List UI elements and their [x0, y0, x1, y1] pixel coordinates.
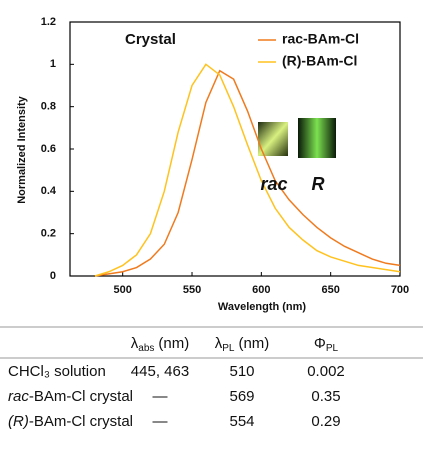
x-tick-label: 700 — [391, 284, 409, 296]
table-cell: CHCl₃ solution — [8, 363, 106, 380]
text-part: (nm) — [238, 335, 269, 352]
text-part: rac — [8, 388, 29, 405]
series-line — [94, 69, 401, 277]
table-cell: 554 — [229, 413, 254, 430]
text-part: abs — [138, 343, 154, 354]
table-cell: — — [153, 413, 168, 430]
text-part: -BAm-Cl crystal — [29, 388, 133, 405]
x-tick-label: 550 — [183, 284, 201, 296]
y-tick-label: 0.4 — [41, 185, 57, 197]
table-cell: 445, 463 — [131, 363, 189, 380]
inset-photo — [298, 118, 336, 158]
text-part: -BAm-Cl crystal — [29, 413, 133, 430]
y-axis-label: Normalized Intensity — [16, 95, 28, 203]
text-part: (nm) — [158, 335, 189, 352]
y-tick-label: 0 — [50, 270, 56, 282]
y-tick-label: 0.2 — [41, 228, 56, 240]
text-part: λ — [215, 335, 223, 352]
table-cell: 569 — [229, 388, 254, 405]
legend-label: (R)-BAm-Cl — [282, 53, 357, 69]
y-tick-label: 1 — [50, 58, 56, 70]
legend-label: rac-BAm-Cl — [282, 31, 359, 47]
table-cell: 0.35 — [311, 388, 340, 405]
annotation: rac — [260, 174, 287, 194]
x-tick-label: 500 — [114, 284, 132, 296]
inset-photo — [258, 122, 288, 156]
table-cell: (R)-BAm-Cl crystal — [8, 413, 133, 430]
table-cell: λabs (nm) — [131, 335, 189, 354]
table-cell: λPL (nm) — [215, 335, 270, 354]
table-cell: 0.002 — [307, 363, 345, 380]
y-tick-label: 0.6 — [41, 143, 56, 155]
table-cell: ΦPL — [314, 335, 339, 354]
text-part: (R) — [8, 413, 29, 430]
x-axis-label: Wavelength (nm) — [218, 301, 307, 313]
text-part: PL — [326, 343, 339, 354]
x-tick-label: 600 — [252, 284, 270, 296]
text-part: PL — [222, 343, 235, 354]
text-part: Φ — [314, 335, 326, 352]
annotation: R — [312, 174, 325, 194]
table-cell: 0.29 — [311, 413, 340, 430]
table-cell: — — [153, 388, 168, 405]
series-line — [94, 63, 401, 277]
text-part: CHCl₃ solution — [8, 363, 106, 380]
y-tick-label: 0.8 — [41, 101, 56, 113]
text-part: λ — [131, 335, 139, 352]
x-tick-label: 650 — [321, 284, 339, 296]
annotation: Crystal — [125, 31, 176, 48]
table-cell: rac-BAm-Cl crystal — [8, 388, 133, 405]
y-tick-label: 1.2 — [41, 16, 56, 28]
table-cell: 510 — [229, 363, 254, 380]
